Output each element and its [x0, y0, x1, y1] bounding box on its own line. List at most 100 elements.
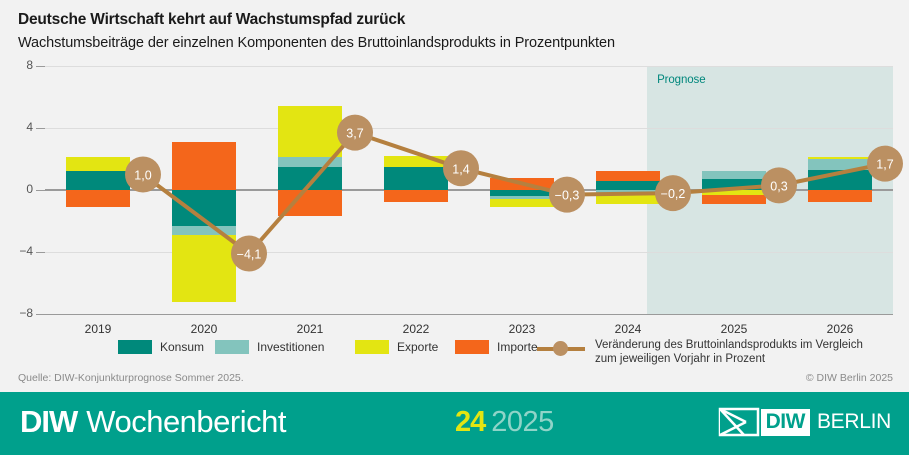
y-axis-tick-mark: [36, 128, 45, 129]
x-axis-label: 2020: [190, 322, 218, 336]
footer-bar: DIW Wochenbericht 24 2025 DIW BERLIN: [0, 392, 909, 455]
gdp-data-marker[interactable]: [761, 167, 797, 204]
legend-item-gdp-line: Veränderung des Bruttoinlandsprodukts im…: [537, 338, 863, 366]
gdp-data-marker[interactable]: [125, 156, 161, 193]
y-axis-tick-mark: [36, 66, 45, 67]
source-note: Quelle: DIW-Konjunkturprognose Sommer 20…: [18, 372, 244, 384]
page-title: Deutsche Wirtschaft kehrt auf Wachstumsp…: [18, 11, 406, 28]
bar-segment: [702, 194, 766, 204]
bar-segment: [172, 141, 236, 190]
brand-wochenbericht: Wochenbericht: [86, 404, 286, 439]
gdp-data-label: 1,0: [134, 169, 151, 183]
legend-swatch-importe: [455, 340, 489, 354]
bar-segment: [490, 199, 554, 208]
bar-segment: [808, 157, 872, 159]
y-axis-tick-mark: [36, 252, 45, 253]
legend-swatch-investitionen: [215, 340, 249, 354]
y-axis-tick-label: −4: [19, 244, 33, 258]
bar-segment: [702, 179, 766, 190]
x-axis-label: 2025: [720, 322, 748, 336]
bar-segment: [808, 159, 872, 170]
bar-segment: [702, 190, 766, 195]
legend-item-exporte: Exporte: [355, 340, 438, 354]
x-axis-label: 2026: [826, 322, 854, 336]
x-axis-label: 2019: [84, 322, 112, 336]
logo-mark-icon: [718, 407, 759, 437]
gdp-data-label: 3,7: [346, 127, 363, 141]
x-axis-line: [45, 314, 893, 315]
logo-berlin-text: BERLIN: [816, 410, 891, 433]
gdp-data-label: −4,1: [237, 248, 262, 262]
bar-segment: [596, 180, 660, 190]
gdp-data-marker[interactable]: [549, 176, 585, 213]
x-axis-label: 2021: [296, 322, 324, 336]
line-marker-icon: [537, 340, 585, 356]
bar-segment: [278, 166, 342, 190]
y-axis: 8 4 0 −4 −8: [0, 58, 45, 320]
y-axis-tick-mark: [36, 314, 45, 315]
gdp-data-label: −0,3: [555, 189, 580, 203]
gdp-data-marker[interactable]: [655, 175, 691, 212]
bar-segment: [66, 157, 130, 172]
diw-berlin-logo: DIW BERLIN: [718, 407, 891, 437]
legend-label-investitionen: Investitionen: [257, 340, 325, 354]
page-subtitle: Wachstumsbeiträge der einzelnen Komponen…: [18, 35, 615, 51]
logo-diw-text: DIW: [760, 408, 810, 436]
legend-item-importe: Importe: [455, 340, 538, 354]
y-axis-tick-label: −8: [19, 306, 33, 320]
chart-header: Deutsche Wirtschaft kehrt auf Wachstumsp…: [18, 10, 898, 53]
bar-segment: [384, 166, 448, 190]
y-axis-tick-label: 4: [26, 120, 33, 134]
x-axis-label: 2022: [402, 322, 430, 336]
bar-segment: [66, 171, 130, 190]
gdp-data-marker[interactable]: [231, 235, 267, 272]
gdp-data-label: 0,3: [770, 179, 787, 193]
x-axis-labels: 2019 2020 2021 2022 2023 2024 2025 2026: [45, 318, 893, 340]
chart-legend: Veränderung des Bruttoinlandsprodukts im…: [0, 338, 909, 368]
gridline: [45, 66, 893, 67]
bar-segment: [808, 190, 872, 203]
legend-label-exporte: Exporte: [397, 340, 439, 354]
zero-line: [45, 189, 893, 191]
bar-segment: [384, 190, 448, 203]
bar-segment: [490, 190, 554, 197]
bar-segment: [278, 106, 342, 158]
bar-segment: [596, 193, 660, 204]
gridline: [45, 252, 893, 253]
issue-info: 24 2025: [455, 406, 554, 439]
bar-segment: [278, 190, 342, 217]
y-axis-tick-label: 8: [26, 58, 33, 72]
gdp-data-marker[interactable]: [443, 150, 479, 187]
legend-item-investitionen: Investitionen: [215, 340, 324, 354]
x-axis-label: 2024: [614, 322, 642, 336]
bar-segment: [596, 171, 660, 181]
y-axis-tick-label: 0: [26, 182, 33, 196]
bar-segment: [172, 225, 236, 235]
x-axis-label: 2023: [508, 322, 536, 336]
gridline: [45, 128, 893, 129]
legend-label-konsum: Konsum: [160, 340, 205, 354]
brand-title: DIW Wochenbericht: [20, 404, 286, 440]
issue-year: 2025: [491, 406, 554, 438]
legend-swatch-konsum: [118, 340, 152, 354]
plot-area: 8 4 0 −4 −8 Prognose 1,0 −4,1 3,7 1,4 −0,3 −0,2 0,3…: [0, 58, 909, 336]
gdp-data-label: −0,2: [661, 187, 686, 201]
bar-segment: [490, 196, 554, 200]
gdp-data-marker[interactable]: [337, 114, 373, 151]
brand-diw: DIW: [20, 404, 78, 439]
plot-canvas: Prognose 1,0 −4,1 3,7 1,4 −0,3 −0,2 0,3 1,7: [45, 66, 903, 315]
issue-number: 24: [455, 406, 486, 438]
legend-item-konsum: Konsum: [118, 340, 204, 354]
gdp-data-marker[interactable]: [867, 145, 903, 182]
legend-swatch-exporte: [355, 340, 389, 354]
gdp-data-label: 1,7: [876, 158, 893, 172]
forecast-label: Prognose: [657, 74, 706, 86]
bar-segment: [66, 190, 130, 208]
gdp-data-label: 1,4: [452, 162, 469, 176]
bar-segment: [384, 155, 448, 167]
copyright-note: © DIW Berlin 2025: [805, 372, 893, 384]
legend-label-importe: Importe: [497, 340, 538, 354]
legend-label-gdp-line: Veränderung des Bruttoinlandsprodukts im…: [595, 339, 863, 365]
gdp-line-overlay: 1,0 −4,1 3,7 1,4 −0,3 −0,2 0,3 1,7: [125, 114, 903, 272]
